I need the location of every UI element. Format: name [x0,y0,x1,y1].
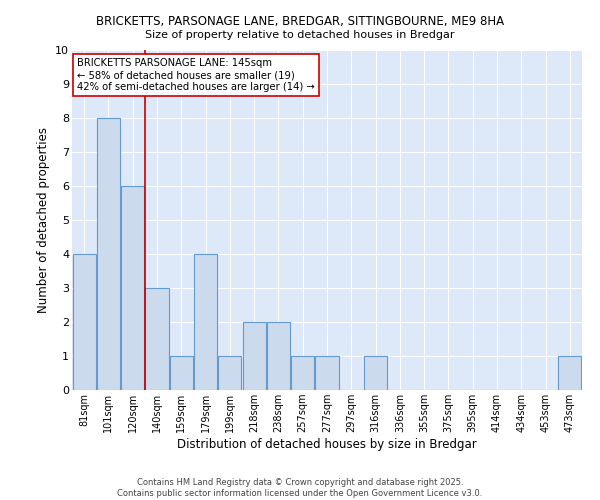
Bar [291,356,314,390]
Bar [170,356,193,390]
Bar [97,118,120,390]
Bar [316,356,338,390]
Text: Contains HM Land Registry data © Crown copyright and database right 2025.
Contai: Contains HM Land Registry data © Crown c… [118,478,482,498]
Bar [242,322,266,390]
Bar [121,186,144,390]
Bar [218,356,241,390]
Bar [145,288,169,390]
Bar [559,356,581,390]
Text: BRICKETTS PARSONAGE LANE: 145sqm
← 58% of detached houses are smaller (19)
42% o: BRICKETTS PARSONAGE LANE: 145sqm ← 58% o… [77,58,315,92]
Text: Size of property relative to detached houses in Bredgar: Size of property relative to detached ho… [145,30,455,40]
Bar [194,254,217,390]
Text: BRICKETTS, PARSONAGE LANE, BREDGAR, SITTINGBOURNE, ME9 8HA: BRICKETTS, PARSONAGE LANE, BREDGAR, SITT… [96,15,504,28]
Bar [267,322,290,390]
Y-axis label: Number of detached properties: Number of detached properties [37,127,50,313]
Bar [364,356,387,390]
X-axis label: Distribution of detached houses by size in Bredgar: Distribution of detached houses by size … [177,438,477,451]
Bar [73,254,95,390]
